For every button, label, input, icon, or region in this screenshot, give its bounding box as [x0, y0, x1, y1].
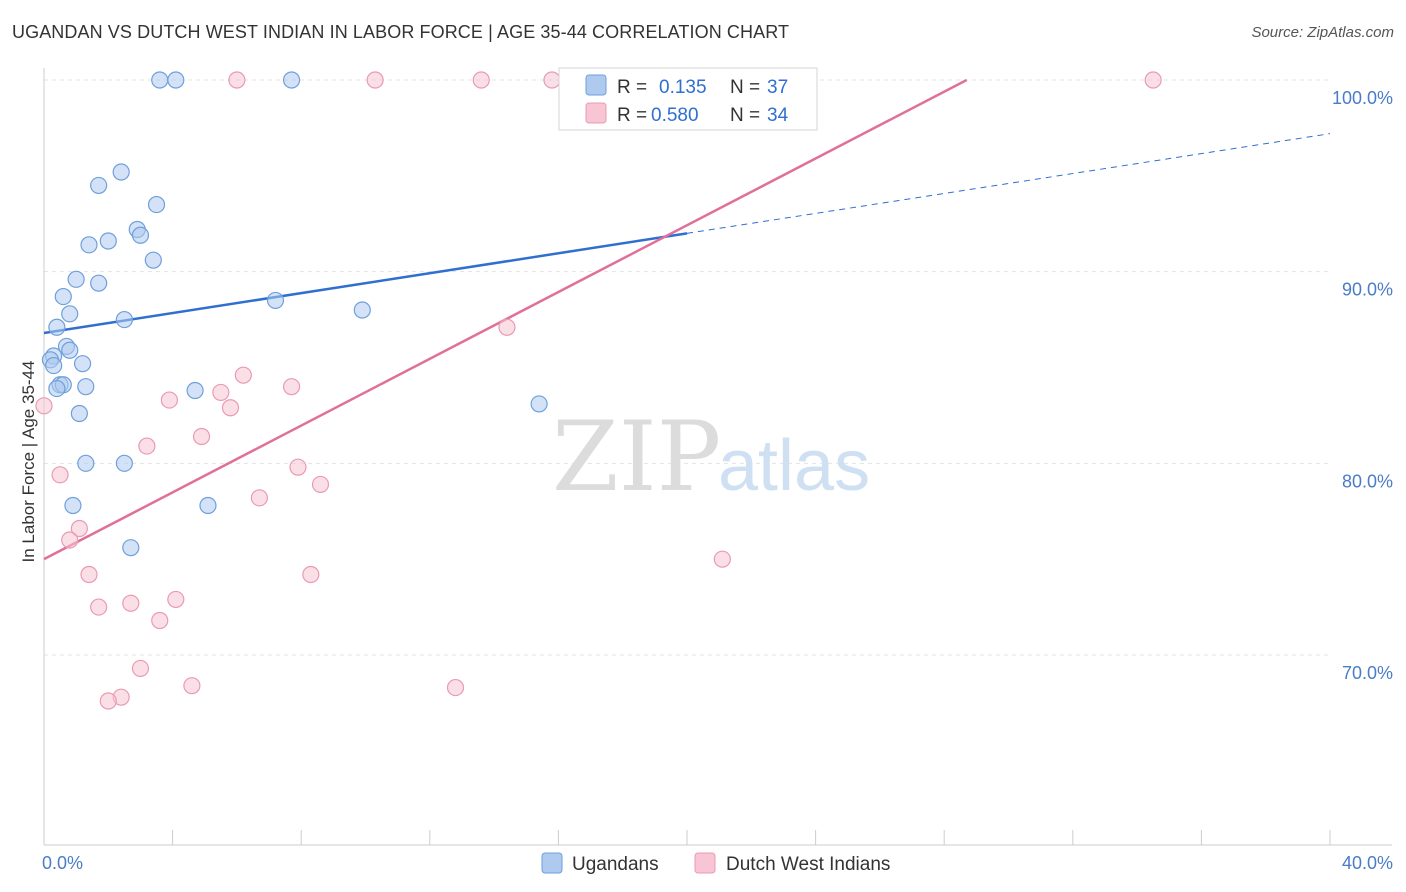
point-dutch-west-indians-7 — [234, 366, 252, 384]
point-dutch-west-indians-8 — [282, 378, 301, 396]
legend-swatch-dutch-west-indians — [585, 102, 607, 124]
point-ugandans-32 — [77, 454, 95, 472]
legend-n-label-0: N = — [730, 77, 760, 98]
point-dutch-west-indians-13 — [192, 427, 211, 446]
point-ugandans-17 — [115, 310, 133, 329]
point-ugandans-7 — [131, 226, 150, 244]
axes: 70.0% 80.0% 90.0% 100.0% 0.0% 40.0% In Labor F… — [19, 68, 1393, 873]
point-dutch-west-indians-22 — [80, 565, 98, 584]
source-label: Source: ZipAtlas.com — [1251, 24, 1394, 41]
point-dutch-west-indians-11 — [35, 397, 53, 415]
point-dutch-west-indians-2 — [472, 71, 490, 89]
trend-line-ugandans — [43, 232, 688, 335]
point-ugandans-20 — [61, 341, 79, 359]
legend: R = 0.135 N = 37 R = 0.580 N = 34 — [558, 67, 818, 131]
point-ugandans-14 — [266, 291, 285, 310]
point-ugandans-15 — [353, 301, 371, 319]
legend-r-label-0: R = — [617, 77, 647, 98]
legend-n-label-1: N = — [730, 105, 760, 126]
point-ugandans-36 — [122, 539, 140, 557]
legend-n-value-0: 37 — [767, 77, 788, 98]
point-ugandans-1 — [167, 71, 185, 89]
y-axis-label: In Labor Force | Age 35-44 — [19, 361, 38, 563]
point-ugandans-30 — [530, 395, 548, 413]
point-dutch-west-indians-27 — [151, 611, 169, 630]
point-dutch-west-indians-14 — [138, 437, 156, 455]
legend-r-value-1: 0.580 — [651, 105, 699, 126]
watermark: ZIP atlas — [552, 401, 870, 513]
point-ugandans-18 — [48, 318, 66, 336]
point-dutch-west-indians-10 — [160, 391, 178, 409]
point-dutch-west-indians-6 — [498, 318, 516, 336]
point-dutch-west-indians-1 — [366, 71, 384, 89]
point-dutch-west-indians-3 — [543, 71, 561, 89]
point-ugandans-31 — [70, 404, 88, 423]
point-ugandans-3 — [112, 163, 130, 181]
x-tick-label-1: 40.0% — [1342, 853, 1393, 873]
point-dutch-west-indians-0 — [228, 71, 246, 89]
point-ugandans-2 — [282, 71, 301, 89]
data-points — [35, 71, 1162, 710]
point-dutch-west-indians-26 — [90, 598, 108, 616]
point-ugandans-29 — [186, 381, 204, 400]
point-ugandans-8 — [99, 232, 117, 250]
point-dutch-west-indians-32 — [99, 692, 117, 710]
point-dutch-west-indians-17 — [311, 475, 330, 494]
point-dutch-west-indians-30 — [446, 678, 465, 697]
point-dutch-west-indians-21 — [713, 550, 731, 568]
point-ugandans-28 — [48, 379, 66, 398]
point-dutch-west-indians-23 — [302, 565, 320, 584]
point-dutch-west-indians-15 — [289, 458, 307, 476]
point-ugandans-27 — [77, 378, 95, 396]
point-ugandans-13 — [54, 287, 72, 306]
point-ugandans-4 — [90, 176, 108, 195]
point-ugandans-5 — [147, 195, 166, 214]
point-dutch-west-indians-16 — [51, 466, 69, 484]
point-dutch-west-indians-9 — [212, 383, 230, 402]
point-ugandans-23 — [73, 355, 92, 373]
point-dutch-west-indians-5 — [1144, 71, 1162, 89]
point-dutch-west-indians-29 — [183, 677, 201, 695]
grid — [44, 79, 1330, 656]
point-ugandans-16 — [61, 305, 79, 323]
legend-r-value-0: 0.135 — [659, 77, 707, 98]
y-tick-label-3: 100.0% — [1332, 88, 1393, 108]
y-tick-label-0: 70.0% — [1342, 663, 1393, 683]
watermark-atlas: atlas — [718, 426, 870, 506]
point-ugandans-9 — [80, 236, 98, 254]
point-dutch-west-indians-18 — [250, 489, 269, 507]
point-ugandans-33 — [115, 454, 133, 472]
point-ugandans-34 — [64, 496, 82, 515]
point-ugandans-24 — [45, 356, 63, 375]
point-dutch-west-indians-25 — [122, 594, 140, 612]
point-dutch-west-indians-19 — [70, 519, 88, 538]
bottom-legend: Ugandans Dutch West Indians — [541, 852, 890, 875]
point-dutch-west-indians-12 — [221, 399, 240, 417]
bottom-legend-swatch-ugandans — [541, 852, 563, 874]
chart-title: UGANDAN VS DUTCH WEST INDIAN IN LABOR FO… — [12, 22, 790, 42]
bottom-legend-dutch-west-indians: Dutch West Indians — [726, 854, 890, 875]
point-ugandans-10 — [144, 251, 162, 269]
legend-swatch-ugandans — [585, 74, 607, 96]
trend-line-ugandans-extension — [686, 133, 1331, 234]
point-ugandans-12 — [90, 274, 108, 292]
legend-n-value-1: 34 — [767, 105, 789, 126]
point-ugandans-11 — [67, 270, 85, 288]
watermark-zip: ZIP — [552, 401, 721, 513]
point-dutch-west-indians-28 — [131, 659, 150, 678]
y-tick-label-1: 80.0% — [1342, 471, 1393, 491]
point-dutch-west-indians-20 — [61, 531, 79, 549]
bottom-legend-ugandans: Ugandans — [572, 854, 659, 875]
y-tick-label-2: 90.0% — [1342, 280, 1393, 300]
point-ugandans-35 — [199, 496, 217, 515]
legend-r-label-1: R = — [617, 105, 647, 126]
bottom-legend-swatch-dutch-west-indians — [694, 852, 716, 874]
point-ugandans-0 — [151, 71, 169, 89]
x-tick-label-0: 0.0% — [42, 853, 83, 873]
point-dutch-west-indians-24 — [167, 590, 185, 609]
